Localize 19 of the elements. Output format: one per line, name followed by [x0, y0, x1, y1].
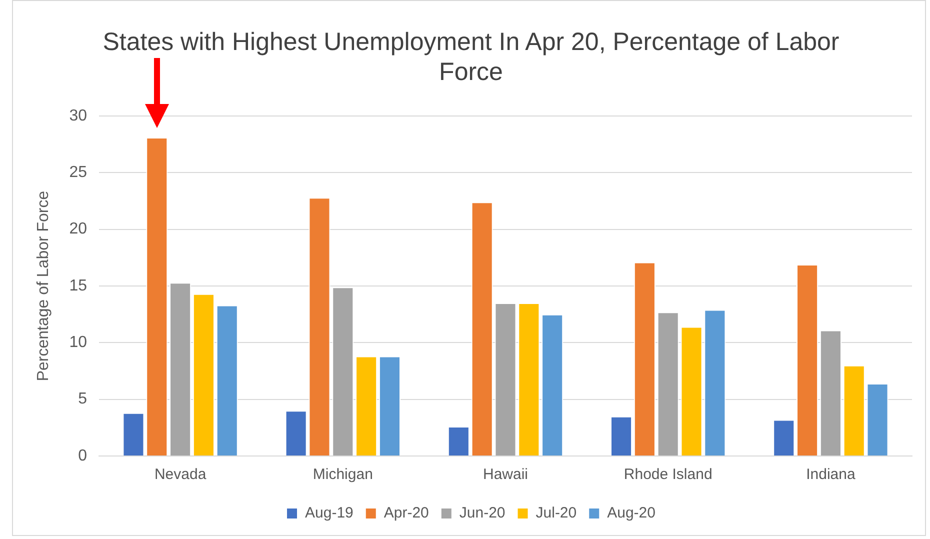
- legend-label: Jun-20: [459, 504, 506, 522]
- y-tick-label: 30: [69, 107, 88, 124]
- y-tick-label: 0: [78, 447, 88, 464]
- x-tick-label: Rhode Island: [624, 466, 712, 484]
- legend-label: Apr-20: [384, 504, 429, 522]
- x-tick-label: Hawaii: [482, 466, 528, 484]
- legend-label: Aug-20: [607, 504, 656, 522]
- y-tick-label: 5: [78, 390, 88, 408]
- x-tick-label: Nevada: [154, 466, 207, 484]
- x-tick-label: Indiana: [806, 466, 856, 484]
- y-tick-label: 10: [69, 334, 88, 352]
- legend-label: Jul-20: [536, 504, 577, 522]
- y-axis-title: Percentage of Labor Force: [35, 190, 52, 382]
- y-tick-label: 15: [69, 277, 88, 294]
- y-tick-label: 25: [69, 164, 88, 182]
- x-tick-label: Michigan: [312, 466, 373, 484]
- y-tick-label: 20: [69, 220, 88, 238]
- legend-label: Aug-19: [305, 504, 354, 522]
- chart-title: States with Highest Unemployment In Apr 20, Percentage of Labor Force: [102, 28, 840, 86]
